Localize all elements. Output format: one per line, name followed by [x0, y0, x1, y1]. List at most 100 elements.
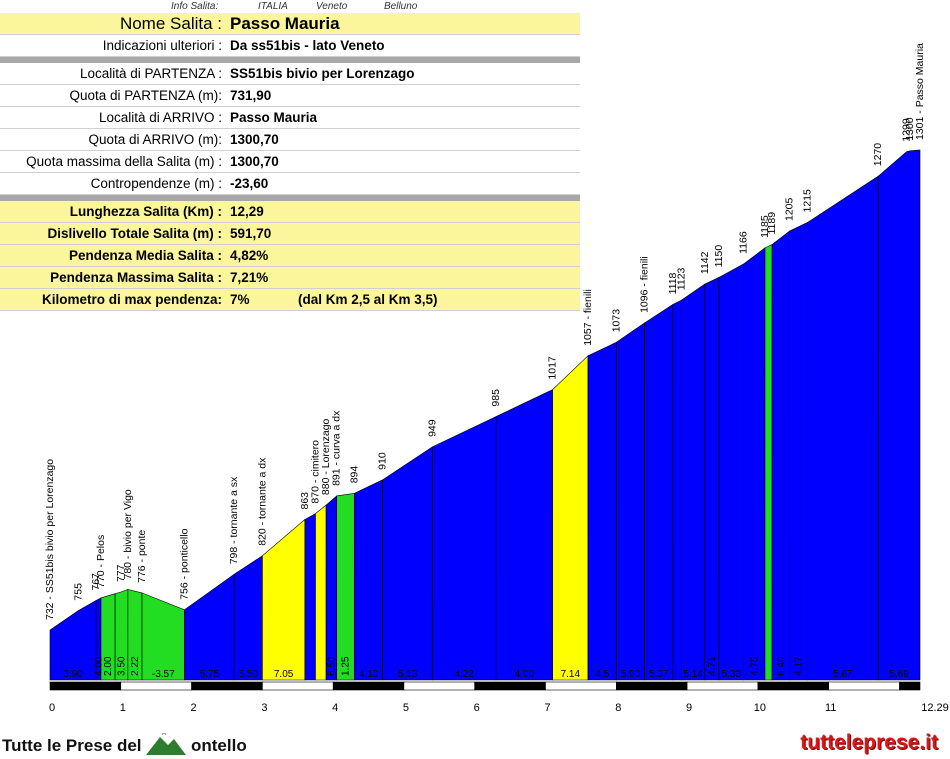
elevation-label: 1118	[667, 272, 679, 294]
slope-label: 4.75	[749, 656, 760, 676]
row-label: Località di PARTENZA :	[79, 66, 222, 81]
profile-segment	[141, 592, 185, 681]
slope-label: -3.57	[152, 669, 175, 680]
row-label: Contropendenze (m) :	[90, 176, 222, 191]
elevation-label: 1185	[759, 215, 771, 238]
elevation-label: 1073	[610, 309, 622, 333]
slope-label: 2.00	[103, 656, 114, 676]
row-value: 4,82%	[230, 248, 269, 263]
x-tick-label: 2	[191, 702, 197, 714]
elevation-label: 1299	[901, 118, 913, 142]
elevation-label: 1017	[547, 356, 559, 380]
info-label: Info Salita:	[171, 1, 219, 12]
row-label: Kilometro di max pendenza:	[41, 292, 222, 307]
row-label: Dislivello Totale Salita (m) :	[47, 226, 222, 241]
slope-label: 5.14	[683, 669, 703, 680]
elevation-label: 1096 - fienili	[639, 256, 651, 313]
km-bar-segment	[899, 681, 921, 691]
elevation-label: 1215	[801, 189, 813, 213]
elevation-label: 776 - ponte	[136, 530, 148, 583]
elevation-label: 894	[348, 466, 360, 484]
elevation-label: 1270	[872, 143, 884, 167]
slope-label: 7.05	[274, 669, 294, 680]
table-row: Nome Salita : Passo Mauria	[0, 13, 580, 35]
slope-label: 1.25	[341, 656, 352, 676]
row-value: SS51bis bivio per Lorenzago	[230, 66, 415, 81]
elevation-label: 880 - Lorenzago	[320, 418, 332, 495]
row-value: 591,70	[230, 226, 272, 241]
row-value: -23,60	[230, 176, 269, 191]
km-bar-segment	[120, 681, 192, 691]
profile-segment	[336, 492, 355, 681]
montello-mountain-icon	[146, 732, 187, 755]
elevation-label: 1150	[713, 245, 725, 268]
slope-label: 5.69	[889, 669, 909, 680]
x-tick-label: 3	[261, 702, 267, 714]
km-bar-segment	[332, 681, 405, 691]
row-value: 7%	[230, 292, 250, 307]
elevation-label: 863	[299, 492, 311, 510]
row-value: 731,90	[230, 88, 272, 103]
profile-segment	[764, 244, 773, 681]
x-tick-label: 9	[686, 702, 692, 714]
table-row: Pendenza Massima Salita : 7,21%	[0, 267, 580, 289]
table-row: Quota massima della Salita (m) : 1300,70	[0, 151, 580, 173]
elevation-label: 732 - SS51bis bivio per Lorenzago	[44, 459, 56, 620]
info-region: Veneto	[316, 1, 348, 12]
climb-info-table: Nome Salita : Passo Mauria Indicazioni ult…	[0, 13, 580, 311]
elevation-label: 756 - ponticello	[179, 528, 191, 599]
slope-label: 4.71	[707, 656, 718, 676]
x-tick-label: 8	[615, 702, 621, 714]
slope-label: 7.14	[561, 669, 581, 680]
profile-segment	[644, 303, 674, 681]
elevation-label: 1142	[699, 251, 711, 274]
row-value: 12,29	[230, 204, 264, 219]
site-url: tutteleprese.it	[800, 731, 938, 754]
table-row: Quota di PARTENZA (m): 731,90	[0, 85, 580, 107]
profile-segment	[771, 230, 791, 681]
profile-segment	[382, 446, 433, 681]
row-label: Quota di ARRIVO (m):	[88, 132, 222, 147]
row-value: Passo Mauria	[230, 14, 340, 33]
elevation-label: 798 - tornante a sx	[228, 476, 240, 564]
row-label: Lunghezza Salita (Km) :	[69, 204, 222, 219]
profile-segment	[184, 573, 235, 681]
profile-segment	[807, 175, 879, 681]
x-tick-label: 6	[474, 702, 480, 714]
row-label: Località di ARRIVO :	[98, 110, 222, 125]
km-bar-segment	[49, 681, 122, 691]
profile-segment	[587, 341, 617, 681]
profile-segment	[789, 222, 808, 681]
info-country: ITALIA	[258, 1, 288, 12]
table-row: Quota di ARRIVO (m): 1300,70	[0, 129, 580, 151]
table-row: Dislivello Totale Salita (m) : 591,70	[0, 223, 580, 245]
profile-segment	[325, 495, 338, 681]
slope-label: 5.33	[722, 669, 742, 680]
profile-segment	[495, 389, 553, 681]
km-bar-segment	[615, 681, 688, 691]
row-value: 1300,70	[230, 154, 279, 169]
slope-label: 6.40	[776, 656, 787, 676]
row-label: Quota massima della Salita (m) :	[26, 154, 222, 169]
elevation-label: 870 - cimitero	[310, 440, 322, 504]
profile-segment	[49, 599, 97, 681]
elevation-label: 1205	[784, 197, 796, 221]
elevation-label: 767	[90, 573, 102, 591]
slope-label: 3.90	[63, 669, 83, 680]
elevation-label: 1301 - Passo Mauria	[914, 43, 926, 140]
profile-segment	[233, 555, 263, 681]
x-tick-label: 11	[825, 702, 836, 714]
slope-label: 5.67	[833, 669, 853, 680]
slope-label: 6.50	[326, 656, 337, 676]
profile-segment	[704, 276, 720, 681]
x-tick-label: 4	[332, 702, 338, 714]
elevation-label: 910	[377, 452, 389, 470]
row-value: 7,21%	[230, 270, 269, 285]
slope-label: 4.10	[359, 669, 379, 680]
elevation-label: 770 - Pelos	[95, 535, 107, 588]
slope-label: 5.37	[649, 669, 669, 680]
profile-segment	[114, 589, 129, 681]
profile-segment	[681, 283, 706, 681]
x-tick-label: 5	[403, 702, 409, 714]
elevation-label: 820 - tornante a dx	[256, 457, 268, 546]
